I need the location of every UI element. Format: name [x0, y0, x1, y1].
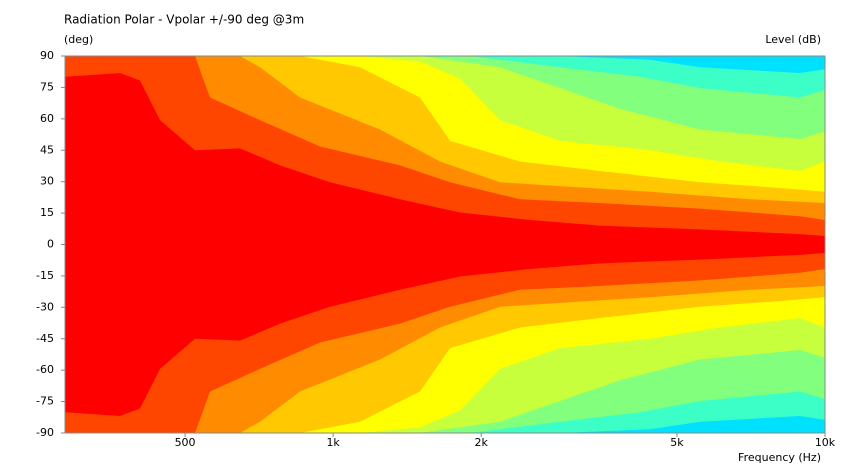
y-tick-label: 45 — [40, 143, 54, 156]
x-tick-label: 2k — [475, 436, 489, 449]
x-tick-label: 500 — [175, 436, 196, 449]
y-tick-label: -90 — [36, 426, 54, 439]
y-tick-label: -15 — [36, 269, 54, 282]
y-tick-label: 60 — [40, 112, 54, 125]
chart-title: Radiation Polar - Vpolar +/-90 deg @3m — [64, 13, 304, 27]
y-tick-label: 90 — [40, 49, 54, 62]
y-tick-label: -75 — [36, 395, 54, 408]
y-tick-label: -45 — [36, 332, 54, 345]
contour-band — [65, 72, 825, 417]
y-tick-label: 15 — [40, 206, 54, 219]
x-axis-label: Frequency (Hz) — [738, 451, 821, 464]
y-tick-label: 0 — [47, 238, 54, 251]
x-tick-label: 10k — [815, 436, 836, 449]
y-tick-label: 75 — [40, 80, 54, 93]
x-tick-label: 5k — [670, 436, 684, 449]
level-label: Level (dB) — [765, 33, 821, 46]
x-tick-label: 1k — [326, 436, 340, 449]
y-tick-label: -30 — [36, 300, 54, 313]
plot-area — [65, 56, 825, 433]
y-tick-label: -60 — [36, 363, 54, 376]
y-tick-label: 30 — [40, 175, 54, 188]
y-axis-label: (deg) — [64, 33, 93, 46]
